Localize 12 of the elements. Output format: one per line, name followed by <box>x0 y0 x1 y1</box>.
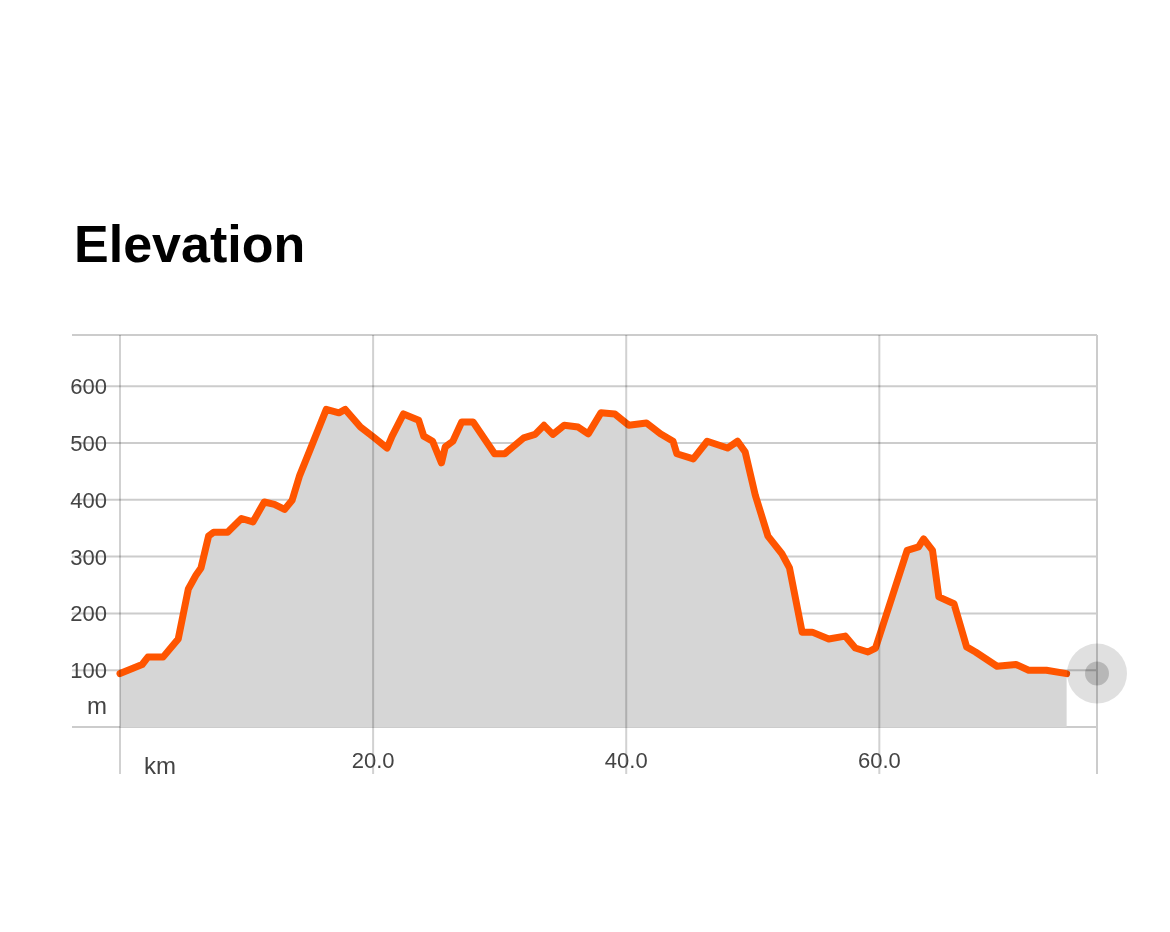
y-tick-label: 400 <box>70 487 107 513</box>
y-tick-label: 500 <box>70 430 107 456</box>
y-tick-label: 100 <box>70 658 107 684</box>
y-tick-label: 200 <box>70 601 107 627</box>
x-tick-label: 20.0 <box>351 748 395 773</box>
y-axis-title: m <box>87 692 107 719</box>
y-tick-label: 600 <box>70 374 107 400</box>
x-tick-label: 40.0 <box>604 748 648 773</box>
y-tick-label: 300 <box>70 544 107 570</box>
x-tick-label: 60.0 <box>857 748 901 773</box>
chart-title: Elevation <box>74 215 306 273</box>
x-axis-title: km <box>144 752 176 779</box>
